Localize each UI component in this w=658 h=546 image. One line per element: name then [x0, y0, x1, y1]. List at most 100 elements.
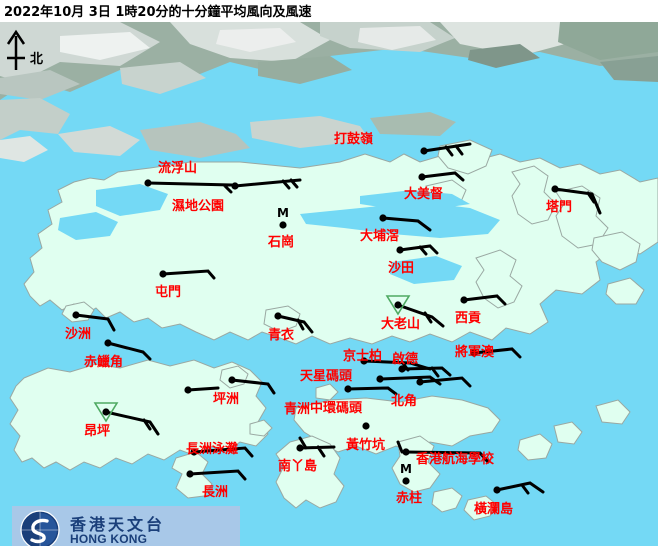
station-dot[interactable]: [551, 185, 559, 193]
station-dot[interactable]: [296, 444, 304, 452]
wind-barb: [192, 446, 254, 458]
station-dot[interactable]: [231, 182, 239, 190]
station-dot[interactable]: [493, 486, 501, 494]
mainland-satellite-layer: [0, 22, 658, 162]
wind-barb: [188, 469, 247, 481]
station-label: 濕地公園: [172, 198, 224, 214]
wind-barb: [233, 178, 302, 190]
station-dot[interactable]: [102, 408, 110, 416]
station-dot[interactable]: [402, 448, 410, 456]
mountain-station-marker: [385, 295, 411, 316]
station-m-flag: M: [277, 206, 289, 220]
station-marker-layer: MM: [72, 147, 559, 494]
wind-barb: [161, 269, 216, 280]
station-label: 石崗: [267, 235, 294, 250]
wind-barb: [400, 366, 452, 378]
station-label: 啟德: [392, 351, 418, 367]
hko-logo-icon: [20, 510, 60, 546]
wind-barb: [472, 347, 522, 359]
wind-barb-layer: [74, 142, 602, 495]
wind-barb: [396, 303, 445, 328]
station-dot[interactable]: [379, 214, 387, 222]
wind-barb: [146, 181, 234, 194]
station-dot[interactable]: [396, 246, 404, 254]
wind-barb: [462, 294, 507, 306]
station-label: 西貢: [455, 311, 481, 326]
station-m-flag: M: [400, 462, 412, 476]
station-label: 大美督: [404, 186, 443, 202]
station-label: 青衣: [268, 327, 294, 343]
station-dot[interactable]: [184, 386, 192, 394]
wind-barb: [106, 341, 152, 361]
hko-name-cn: 香港天文台: [70, 515, 166, 534]
station-label: 長洲泳灘: [186, 441, 238, 457]
station-label: 打鼓嶺: [334, 131, 373, 147]
station-dot[interactable]: [470, 349, 478, 357]
station-dot[interactable]: [394, 301, 402, 309]
station-label: 赤柱: [396, 490, 422, 506]
wind-barb: [398, 244, 439, 256]
station-label-layer: 打鼓嶺流浮山濕地公園石崗 大美督塔門大埔滘沙田屯門西貢 大老山沙洲 青衣赤鱲角 京士柏啟…: [65, 131, 572, 517]
wind-barb: [346, 386, 398, 396]
wind-barb: [418, 376, 472, 388]
station-label: 北角: [391, 393, 417, 409]
station-label: 昂坪: [84, 423, 110, 439]
hko-name-en: HONG KONG OBSERVATORY: [70, 532, 148, 546]
station-label: 長洲: [202, 485, 228, 500]
mountain-station-marker: [93, 402, 119, 423]
station-dot[interactable]: [228, 376, 236, 384]
wind-barb: [230, 378, 276, 395]
station-label: 黃竹坑: [345, 437, 385, 453]
title-bar: 2022年10月 3日 1時20分的十分鐘平均風向及風速: [0, 0, 658, 22]
station-dot[interactable]: [418, 173, 426, 181]
station-dot[interactable]: [344, 385, 352, 393]
station-dot[interactable]: [104, 339, 112, 347]
wind-barb: [186, 386, 220, 392]
station-label: 塔門: [546, 199, 572, 215]
station-label: 流浮山: [158, 160, 197, 176]
station-dot[interactable]: [279, 221, 287, 229]
station-label: 大老山: [381, 316, 420, 332]
station-dot[interactable]: [398, 365, 406, 373]
wind-barb: [104, 410, 160, 436]
station-dot[interactable]: [360, 357, 368, 365]
wind-barb: [495, 481, 545, 495]
station-dot[interactable]: [376, 375, 384, 383]
station-label: 將軍澳: [455, 344, 495, 360]
station-label: 香港航海學校: [415, 451, 495, 467]
north-label: 北: [30, 52, 44, 67]
station-label: 京士柏: [343, 348, 382, 364]
page-title: 2022年10月 3日 1時20分的十分鐘平均風向及風速: [4, 5, 312, 20]
station-label: 屯門: [155, 284, 181, 300]
station-label: 大埔滘: [360, 228, 399, 244]
station-dot[interactable]: [274, 312, 282, 320]
hko-logo[interactable]: 香港天文台 HONG KONG OBSERVATORY: [12, 506, 240, 546]
north-arrow-icon: [6, 29, 26, 70]
station-dot[interactable]: [402, 477, 410, 485]
wind-barb: [381, 216, 432, 232]
station-dot[interactable]: [186, 470, 194, 478]
station-label: 沙洲: [65, 327, 91, 342]
station-dot[interactable]: [159, 270, 167, 278]
wind-barb: [396, 440, 490, 464]
station-label: 青洲: [284, 401, 310, 417]
station-label: 南丫島: [278, 458, 317, 474]
station-dot[interactable]: [420, 147, 428, 155]
wind-barb: [74, 313, 116, 332]
wind-barb: [276, 314, 314, 334]
station-label: 天星碼頭: [300, 369, 353, 384]
station-dot[interactable]: [72, 311, 80, 319]
station-dot[interactable]: [190, 448, 198, 456]
station-label: 赤鱲角: [84, 354, 123, 370]
station-dot[interactable]: [460, 296, 468, 304]
station-dot[interactable]: [416, 378, 424, 386]
station-label: 中環碼頭: [310, 400, 363, 416]
station-label: 橫瀾島: [474, 501, 513, 517]
station-dot[interactable]: [362, 422, 370, 430]
wind-barb: [422, 142, 472, 157]
wind-barb: [298, 436, 336, 458]
station-dot[interactable]: [144, 179, 152, 187]
